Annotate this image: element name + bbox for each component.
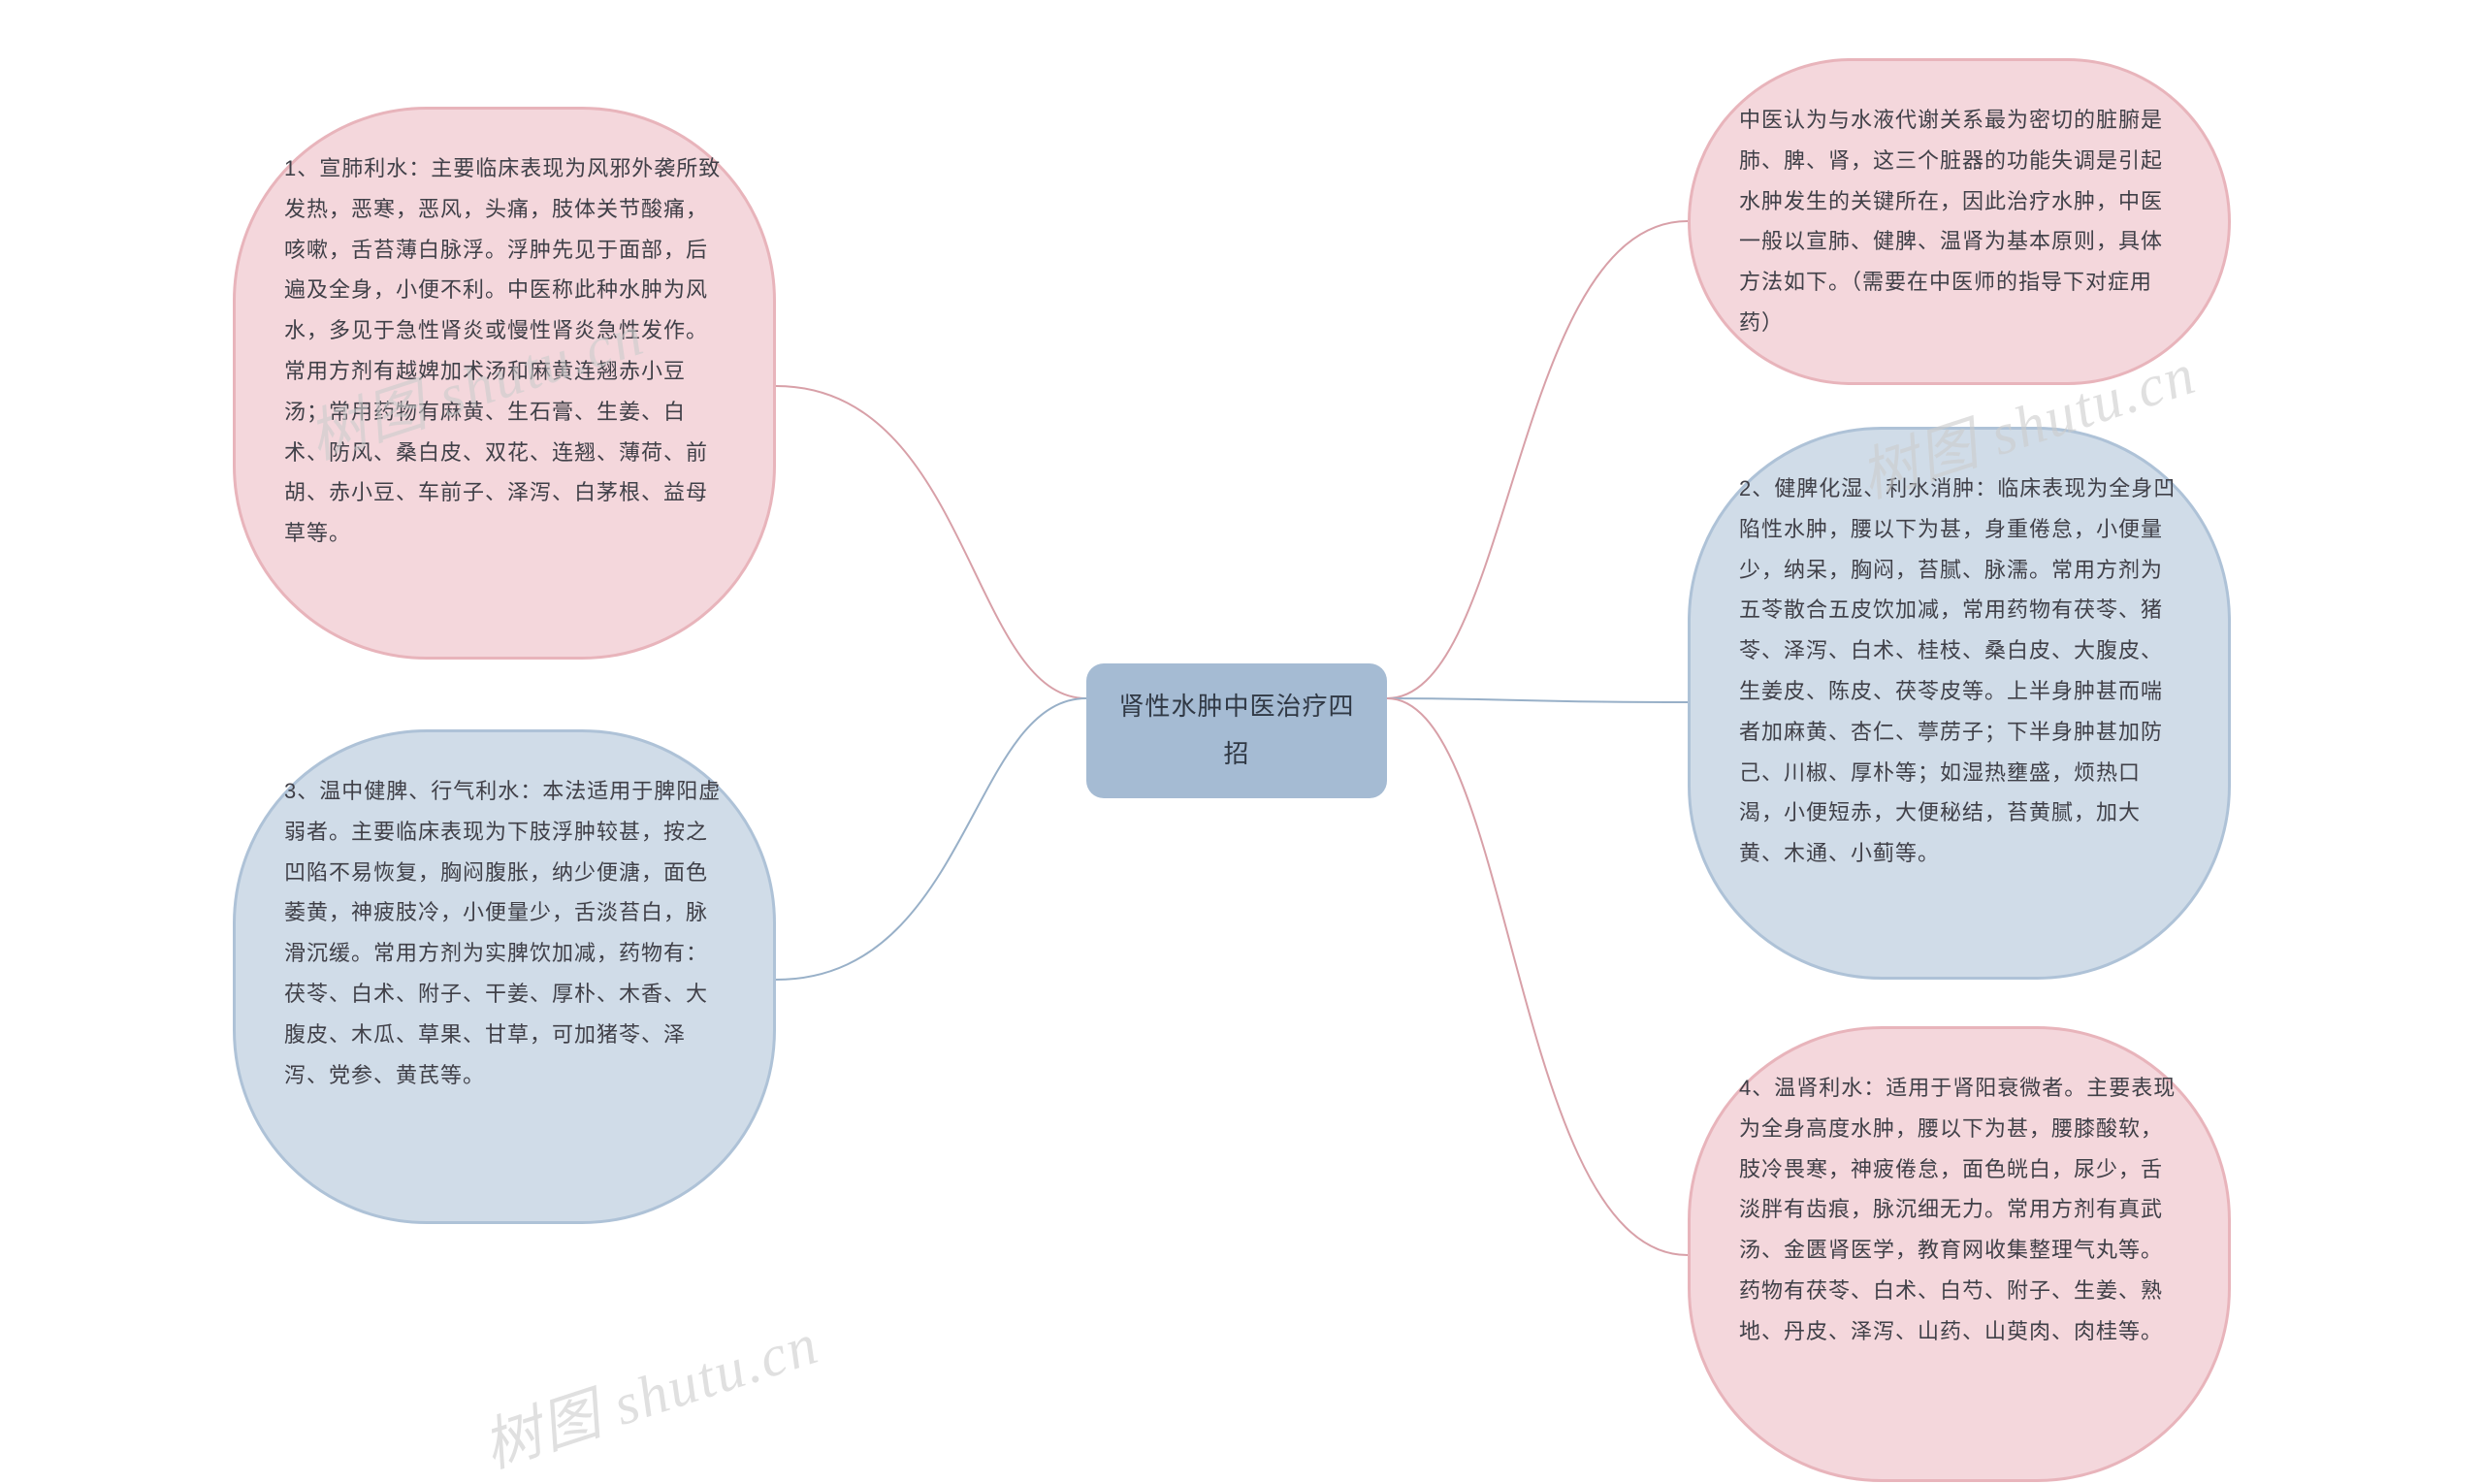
connector-path	[776, 386, 1086, 698]
connector-path	[776, 698, 1086, 980]
center-node: 肾性水肿中医治疗四招	[1086, 663, 1387, 798]
node-text: 3、温中健脾、行气利水：本法适用于脾阳虚弱者。主要临床表现为下肢浮肿较甚，按之凹…	[284, 779, 721, 1087]
node-text: 4、温肾利水：适用于肾阳衰微者。主要表现为全身高度水肿，腰以下为甚，腰膝酸软，肢…	[1739, 1076, 2176, 1343]
node-text: 中医认为与水液代谢关系最为密切的脏腑是肺、脾、肾，这三个脏器的功能失调是引起水肿…	[1739, 108, 2163, 335]
mindmap-node-node4: 4、温肾利水：适用于肾阳衰微者。主要表现为全身高度水肿，腰以下为甚，腰膝酸软，肢…	[1688, 1026, 2231, 1482]
mindmap-node-node2: 2、健脾化湿、利水消肿：临床表现为全身凹陷性水肿，腰以下为甚，身重倦怠，小便量少…	[1688, 427, 2231, 980]
node-text: 1、宣肺利水：主要临床表现为风邪外袭所致发热，恶寒，恶风，头痛，肢体关节酸痛，咳…	[284, 156, 721, 545]
mindmap-node-intro: 中医认为与水液代谢关系最为密切的脏腑是肺、脾、肾，这三个脏器的功能失调是引起水肿…	[1688, 58, 2231, 385]
mindmap-node-node1: 1、宣肺利水：主要临床表现为风邪外袭所致发热，恶寒，恶风，头痛，肢体关节酸痛，咳…	[233, 107, 776, 660]
node-text: 2、健脾化湿、利水消肿：临床表现为全身凹陷性水肿，腰以下为甚，身重倦怠，小便量少…	[1739, 476, 2176, 865]
connector-path	[1387, 698, 1688, 1255]
connector-path	[1387, 221, 1688, 698]
mindmap-node-node3: 3、温中健脾、行气利水：本法适用于脾阳虚弱者。主要临床表现为下肢浮肿较甚，按之凹…	[233, 729, 776, 1224]
watermark: 树图 shutu.cn	[470, 1297, 827, 1484]
connector-path	[1387, 698, 1688, 702]
center-label: 肾性水肿中医治疗四招	[1118, 692, 1354, 768]
